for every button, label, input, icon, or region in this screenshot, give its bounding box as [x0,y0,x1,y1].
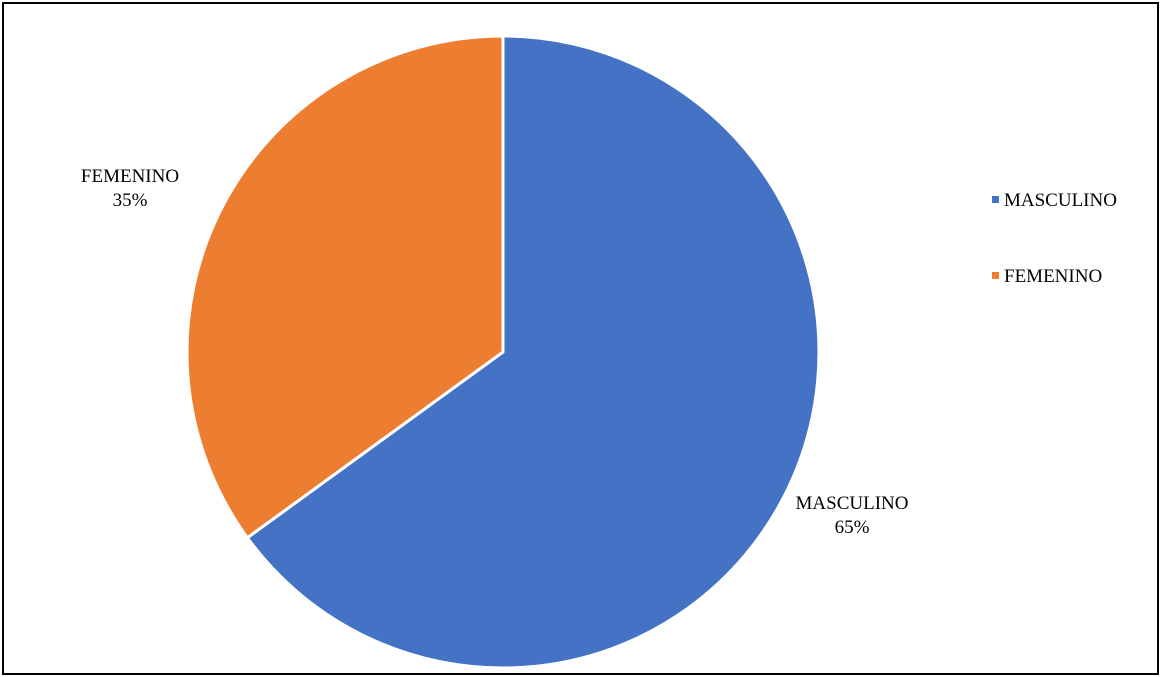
legend-label-masculino: MASCULINO [1004,190,1117,211]
data-labels: MASCULINO 65% FEMENINO 35% [81,166,909,538]
data-label-value-femenino: 35% [113,190,148,211]
legend: MASCULINO FEMENINO [992,190,1117,287]
pie-slice-masculino [245,34,821,670]
data-label-name-masculino: MASCULINO [796,493,909,514]
data-label-name-femenino: FEMENINO [81,166,179,187]
pie-slices [185,34,821,670]
pie-chart: MASCULINO 65% FEMENINO 35% MASCULINO FEMENIN… [81,34,1117,670]
legend-marker-femenino [992,272,999,279]
data-label-value-masculino: 65% [835,517,870,538]
pie-slice-femenino [185,34,505,540]
legend-label-femenino: FEMENINO [1004,266,1102,287]
legend-marker-masculino [992,196,999,203]
